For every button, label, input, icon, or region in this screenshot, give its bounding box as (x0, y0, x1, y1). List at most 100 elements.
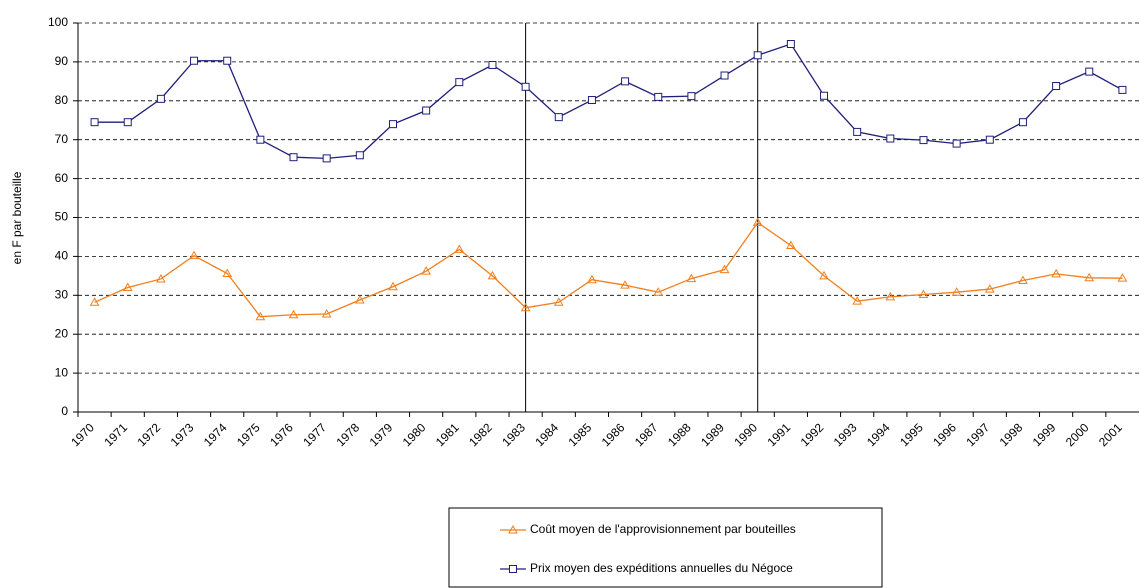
data-point (553, 297, 564, 306)
x-tick-label: 1985 (566, 420, 595, 449)
data-point (190, 56, 199, 65)
data-point (1118, 85, 1127, 94)
x-tick-label: 1993 (831, 420, 860, 449)
data-point (520, 302, 531, 312)
x-tick-label: 1989 (698, 420, 727, 449)
x-tick-label: 1982 (466, 420, 495, 449)
legend-label: Coût moyen de l'approvisionnement par bo… (530, 522, 796, 536)
y-tick-label: 40 (55, 249, 69, 263)
data-point (686, 273, 697, 283)
data-point (654, 92, 663, 101)
x-tick-label: 1978 (333, 420, 362, 449)
x-tick-label: 1979 (367, 420, 396, 449)
data-point (852, 296, 863, 305)
data-point (753, 51, 762, 60)
data-point (487, 270, 498, 280)
data-point (720, 71, 729, 80)
data-point (719, 264, 730, 274)
y-tick-label: 10 (55, 365, 69, 379)
data-point (122, 282, 133, 292)
data-point (189, 250, 199, 260)
data-point (454, 244, 465, 253)
y-tick-label: 70 (55, 132, 69, 146)
y-tick-label: 90 (55, 54, 69, 68)
x-tick-label: 1992 (798, 420, 827, 449)
data-point (89, 297, 100, 306)
data-point (90, 118, 99, 127)
data-point (289, 153, 298, 162)
data-point (919, 136, 928, 145)
x-tick-label: 1999 (1030, 420, 1059, 449)
legend-marker (508, 524, 518, 534)
data-point (1085, 67, 1094, 76)
y-tick-label: 60 (55, 171, 69, 185)
data-point (455, 78, 464, 87)
x-tick-label: 1984 (532, 420, 561, 449)
y-tick-label: 0 (61, 404, 68, 418)
data-point (587, 274, 597, 284)
x-tick-label: 1983 (499, 420, 528, 449)
data-point (687, 92, 696, 101)
series-line (94, 43, 1123, 160)
data-point (1084, 272, 1095, 282)
x-tick-label: 1970 (68, 420, 97, 449)
legend-marker (509, 565, 517, 573)
data-point (1018, 118, 1027, 127)
data-point (388, 120, 397, 129)
data-point (819, 270, 829, 280)
data-point (421, 266, 432, 275)
data-point (123, 118, 132, 127)
data-point (1052, 82, 1061, 91)
x-tick-label: 1991 (764, 420, 793, 449)
y-tick-label: 50 (55, 210, 69, 224)
x-tick-label: 1972 (134, 420, 163, 449)
data-point (1018, 275, 1028, 285)
y-axis-label: en F par bouteille (10, 171, 24, 264)
x-tick-label: 1997 (963, 420, 992, 449)
x-tick-label: 1994 (864, 420, 893, 449)
y-tick-label: 80 (55, 93, 69, 107)
data-point (918, 289, 929, 299)
data-point (488, 61, 497, 70)
data-point (288, 309, 299, 319)
data-point (984, 284, 995, 293)
data-point (653, 287, 664, 296)
data-point (1117, 273, 1128, 282)
x-tick-label: 2000 (1063, 420, 1092, 449)
legend-label: Prix moyen des expéditions annuelles du … (530, 561, 793, 575)
data-point (853, 127, 862, 136)
x-tick-label: 1990 (731, 420, 760, 449)
x-tick-label: 2001 (1096, 420, 1125, 449)
x-tick-label: 1995 (897, 420, 926, 449)
legend-box (448, 507, 883, 588)
data-point (885, 291, 896, 301)
x-tick-label: 1974 (201, 420, 230, 449)
x-tick-label: 1975 (234, 420, 263, 449)
data-point (156, 273, 166, 283)
x-tick-label: 1987 (632, 420, 661, 449)
data-point (322, 154, 331, 163)
x-tick-label: 1973 (168, 420, 197, 449)
data-point (952, 139, 961, 148)
data-point (354, 294, 365, 304)
data-point (820, 91, 829, 100)
data-point (521, 82, 530, 91)
data-point (255, 311, 266, 321)
x-tick-label: 1998 (997, 420, 1026, 449)
data-point (422, 106, 431, 115)
data-point (951, 287, 962, 296)
data-point (388, 281, 398, 291)
data-point (321, 308, 332, 318)
y-tick-label: 20 (55, 326, 69, 340)
data-point (222, 268, 233, 278)
data-point (256, 135, 265, 144)
data-point (786, 40, 795, 49)
data-point (587, 96, 596, 105)
y-tick-label: 30 (55, 287, 69, 301)
data-point (752, 217, 763, 227)
y-tick-label: 100 (48, 15, 68, 29)
data-point (785, 240, 796, 250)
x-tick-label: 1977 (300, 420, 329, 449)
x-tick-label: 1971 (101, 420, 130, 449)
